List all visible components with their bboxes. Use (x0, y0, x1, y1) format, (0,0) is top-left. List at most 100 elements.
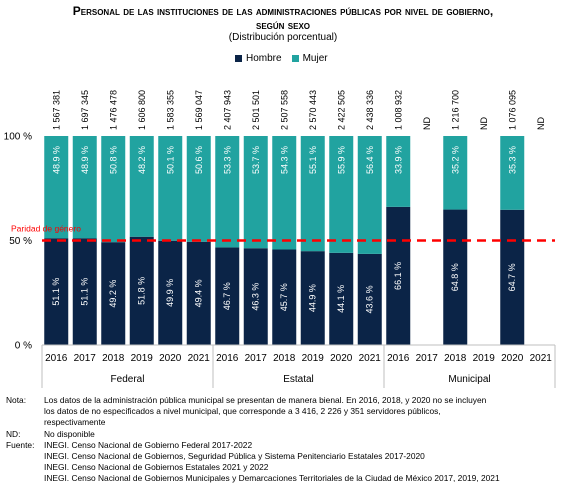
group-label: Municipal (448, 374, 490, 385)
group-label: Federal (111, 374, 145, 385)
data-label-mujer: 50.1 % (165, 146, 175, 174)
note-text: No disponible (44, 428, 95, 439)
x-tick-label: 2017 (416, 353, 439, 364)
total-label: 2 570 443 (308, 90, 318, 130)
note-label (6, 406, 44, 417)
bar-mujer (272, 136, 297, 250)
data-label-hombre: 43.6 % (365, 285, 375, 313)
total-label: 1 697 345 (80, 90, 90, 130)
total-label: 1 569 047 (194, 90, 204, 130)
data-label-mujer: 54.3 % (279, 146, 289, 174)
data-label-mujer: 50.8 % (108, 146, 118, 174)
x-tick-label: 2020 (330, 353, 353, 364)
total-label: 1 476 478 (108, 90, 118, 130)
total-label: 2 507 558 (279, 90, 289, 130)
bar-mujer (158, 136, 183, 241)
total-label: ND (422, 117, 432, 130)
x-tick-label: 2021 (188, 353, 211, 364)
note-label: ND: (6, 428, 21, 439)
bar-mujer (500, 136, 525, 210)
note-row: los datos de no especificados a nivel mu… (6, 406, 566, 417)
y-tick-label: 0 % (15, 341, 32, 352)
data-label-mujer: 53.3 % (222, 146, 232, 174)
bar-mujer (243, 136, 268, 249)
bar-hombre (500, 209, 525, 345)
legend-label-hombre: Hombre (246, 53, 282, 64)
data-label-mujer: 48.9 % (80, 146, 90, 174)
bar-hombre (300, 251, 325, 345)
data-label-mujer: 50.6 % (194, 146, 204, 174)
stacked-bar-chart: 0 % 50 % 100 % 51.1 % 48.9 % 1 567 381 2016 51.… (4, 90, 556, 388)
bar-hombre (329, 252, 354, 345)
data-label-mujer: 53.7 % (251, 146, 261, 174)
x-tick-label: 2020 (501, 353, 524, 364)
note-row: INEGI. Censo Nacional de Gobiernos Estat… (6, 462, 566, 473)
group-label: Estatal (283, 374, 314, 385)
chart-title-line2: según sexo (255, 18, 310, 32)
bar-mujer (129, 136, 154, 237)
bar-mujer (357, 136, 382, 254)
note-label (6, 462, 44, 473)
data-label-mujer: 55.9 % (336, 146, 346, 174)
bar-hombre (129, 236, 154, 345)
data-label-hombre: 46.7 % (222, 282, 232, 310)
x-tick-label: 2017 (245, 353, 268, 364)
data-label-hombre: 64.8 % (450, 263, 460, 291)
data-label-hombre: 49.4 % (194, 279, 204, 307)
note-label: Nota: (6, 395, 27, 405)
data-label-hombre: 44.9 % (308, 284, 318, 312)
data-label-mujer: 56.4 % (365, 146, 375, 174)
x-tick-label: 2016 (387, 353, 410, 364)
x-tick-label: 2016 (45, 353, 68, 364)
data-label-hombre: 64.7 % (507, 263, 517, 291)
bar-mujer (186, 136, 211, 242)
total-label: 2 407 943 (222, 90, 232, 130)
data-label-mujer: 33.9 % (393, 146, 403, 174)
x-tick-label: 2019 (302, 353, 325, 364)
total-label: 1 567 381 (51, 90, 61, 130)
y-tick-label: 100 % (4, 132, 32, 143)
total-label: 2 438 336 (365, 90, 375, 130)
note-text: INEGI. Censo Nacional de Gobiernos Estat… (44, 462, 269, 473)
data-label-mujer: 35.2 % (450, 146, 460, 174)
bar-mujer (215, 136, 240, 248)
x-tick-label: 2018 (273, 353, 296, 364)
bar-hombre (72, 238, 97, 345)
note-row: Fuente: INEGI. Censo Nacional de Gobierno… (6, 440, 566, 451)
note-row: Nota: Los datos de la administración públ… (6, 395, 566, 406)
bar-hombre (357, 253, 382, 345)
total-label: 1 606 800 (137, 90, 147, 130)
bar-hombre (272, 249, 297, 345)
total-label: 1 008 932 (393, 90, 403, 130)
data-label-mujer: 48.2 % (137, 146, 147, 174)
note-text: INEGI. Censo Nacional de Gobiernos, Segu… (44, 451, 425, 462)
bar-hombre (101, 242, 126, 345)
bar-hombre (443, 209, 468, 345)
data-label-hombre: 49.2 % (108, 280, 118, 308)
notes-section: Nota: Los datos de la administración públ… (6, 395, 566, 485)
note-label: Fuente: (6, 439, 35, 450)
legend-item-hombre: Hombre (235, 53, 282, 64)
note-label (6, 473, 44, 484)
note-row: ND: No disponible (6, 429, 566, 440)
x-tick-label: 2019 (473, 353, 496, 364)
bar-mujer (101, 136, 126, 243)
data-label-hombre: 44.1 % (336, 285, 346, 313)
bar-mujer (72, 136, 97, 239)
note-row: INEGI. Censo Nacional de Gobiernos, Segu… (6, 451, 566, 462)
data-label-mujer: 55.1 % (308, 146, 318, 174)
note-text: los datos de no especificados a nivel mu… (44, 406, 441, 417)
x-tick-label: 2021 (530, 353, 553, 364)
bar-hombre (386, 206, 411, 345)
data-label-hombre: 51.1 % (51, 278, 61, 306)
note-row: INEGI. Censo Nacional de Gobiernos Munic… (6, 473, 566, 484)
legend-item-mujer: Mujer (291, 53, 328, 64)
x-tick-label: 2018 (102, 353, 125, 364)
total-label: 2 422 505 (336, 90, 346, 130)
parity-label: Paridad de género (11, 224, 81, 234)
x-tick-label: 2017 (74, 353, 97, 364)
bar-hombre (158, 240, 183, 345)
note-row: respectivamente (6, 417, 566, 428)
bar-hombre (44, 238, 69, 345)
total-label: ND (479, 117, 489, 130)
